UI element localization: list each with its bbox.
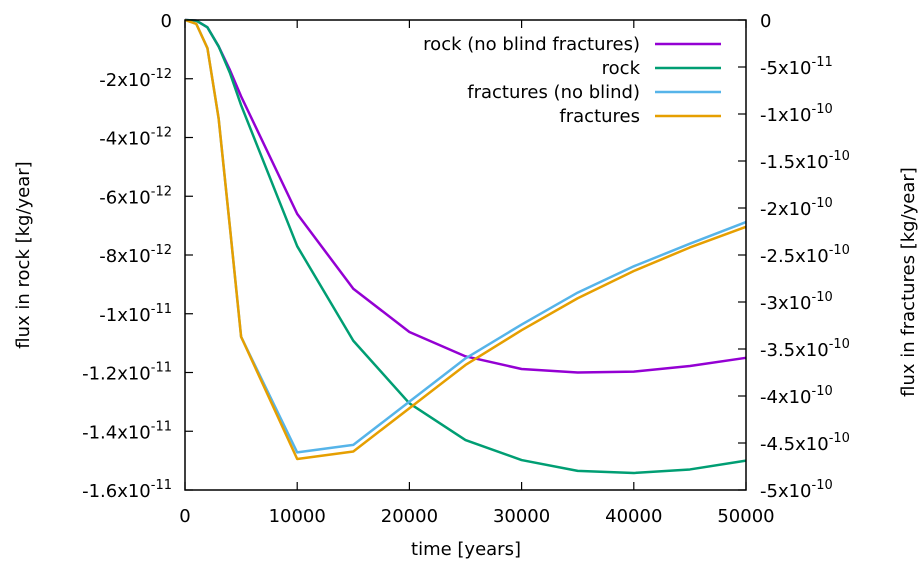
left-tick-label: -1.2x10-11 — [82, 361, 172, 385]
legend-label: rock — [602, 58, 641, 79]
right-tick-label: -1.5x10-10 — [760, 149, 850, 173]
x-tick-label: 50000 — [717, 506, 774, 527]
series-line-rock — [184, 18, 747, 475]
right-tick-label: -5x10-10 — [760, 478, 833, 502]
x-tick-label: 40000 — [605, 506, 662, 527]
right-tick-label: -3.5x10-10 — [760, 337, 850, 361]
left-tick-label: -1x10-11 — [99, 302, 172, 326]
x-tick-label: 30000 — [493, 506, 550, 527]
right-tick-label: -2.5x10-10 — [760, 243, 850, 267]
left-tick-label: -4x10-12 — [99, 126, 172, 150]
right-tick-label: -4x10-10 — [760, 384, 833, 408]
x-axis-ticks: 0 10000 20000 30000 40000 50000 — [179, 20, 775, 527]
legend-label: fractures — [559, 106, 640, 127]
x-tick-label: 10000 — [269, 506, 326, 527]
x-tick-label: 0 — [179, 506, 190, 527]
legend: rock (no blind fractures) rock fractures (… — [423, 34, 721, 127]
series-line-rock-no-blind-fractures- — [184, 18, 747, 374]
right-y-axis-ticks: 0 -5x10-11 -1x10-10 -1.5x10-10 -2x10-10 -2.5x… — [738, 11, 850, 502]
left-y-axis-ticks: 0 -2x10-12 -4x10-12 -6x10-12 -8x10-12 -1x10-1… — [82, 11, 193, 502]
left-tick-label: 0 — [161, 11, 172, 32]
right-tick-label: -1x10-10 — [760, 102, 833, 126]
left-tick-label: -8x10-12 — [99, 243, 172, 267]
right-tick-label: 0 — [760, 11, 771, 32]
left-tick-label: -1.6x10-11 — [82, 478, 172, 502]
legend-label: rock (no blind fractures) — [423, 34, 640, 55]
left-tick-label: -6x10-12 — [99, 184, 172, 208]
right-tick-label: -5x10-11 — [760, 55, 833, 79]
series-line-fractures — [184, 18, 747, 461]
x-axis-label: time [years] — [411, 539, 521, 560]
x-tick-label: 20000 — [381, 506, 438, 527]
series-line-fractures-no-blind- — [184, 18, 747, 454]
series-lines — [184, 18, 747, 475]
legend-label: fractures (no blind) — [467, 82, 640, 103]
left-y-axis-label: flux in rock [kg/year] — [13, 161, 34, 348]
left-tick-label: -2x10-12 — [99, 67, 172, 91]
right-tick-label: -2x10-10 — [760, 196, 833, 220]
left-tick-label: -1.4x10-11 — [82, 419, 172, 443]
right-tick-label: -3x10-10 — [760, 290, 833, 314]
plot-frame — [184, 19, 747, 491]
right-y-axis-label: flux in fractures [kg/year] — [898, 167, 919, 397]
right-tick-label: -4.5x10-10 — [760, 431, 850, 455]
